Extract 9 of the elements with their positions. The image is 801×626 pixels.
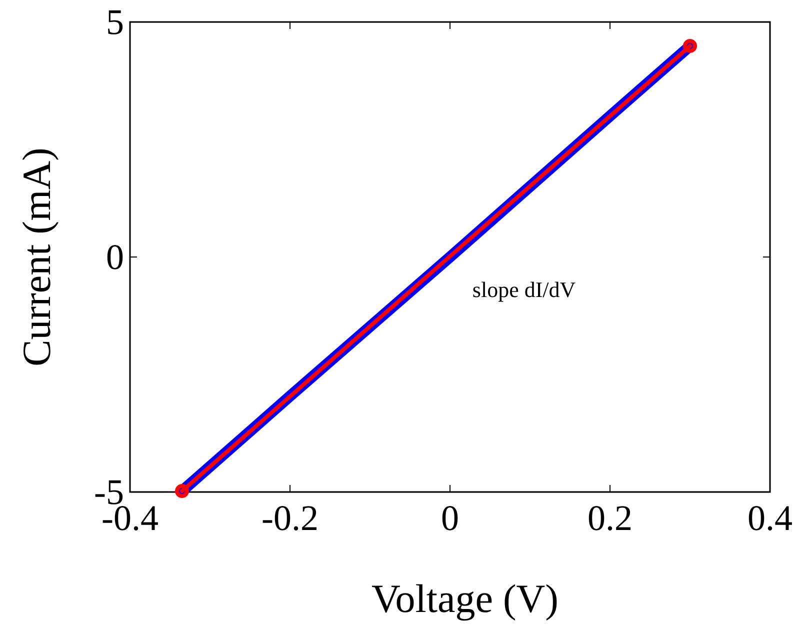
y-axis-title: Current (mA) (14, 148, 59, 366)
x-tick-label: 0 (441, 498, 459, 538)
x-tick-label: 0.2 (588, 498, 632, 538)
x-tick-label: 0.4 (748, 498, 792, 538)
y-tick-label: 5 (106, 2, 124, 42)
y-tick-label: 0 (106, 237, 124, 277)
x-tick-label: -0.2 (262, 498, 318, 538)
x-axis-title: Voltage (V) (372, 576, 558, 621)
annotation: slope dI/dV (472, 276, 576, 302)
